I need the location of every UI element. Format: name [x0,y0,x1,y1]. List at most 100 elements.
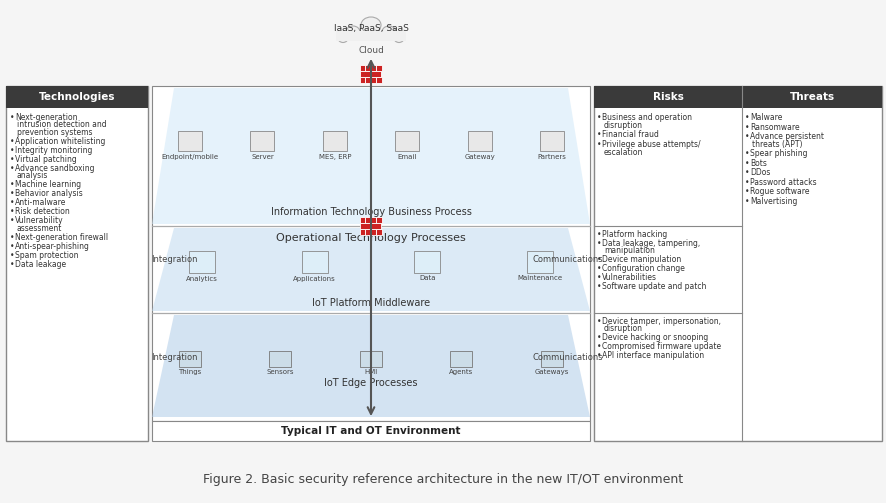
Text: •: • [596,333,601,343]
Text: Next-generation: Next-generation [15,113,77,122]
Text: Device manipulation: Device manipulation [602,256,680,265]
Bar [467,131,491,151]
Text: Maintenance: Maintenance [517,276,562,282]
Text: Spear phishing: Spear phishing [750,149,806,158]
Text: Integration: Integration [151,353,197,362]
Text: Risks: Risks [652,92,683,102]
Text: •: • [596,113,601,122]
Bar [365,229,376,234]
Bar [179,351,201,367]
Text: •: • [744,187,749,196]
Bar [360,217,364,223]
Bar [360,351,382,367]
Text: •: • [10,207,14,216]
Bar [370,71,381,76]
Text: •: • [10,113,14,122]
Text: Typical IT and OT Environment: Typical IT and OT Environment [281,426,460,436]
Bar [152,86,589,421]
Text: manipulation: manipulation [603,246,654,256]
Text: •: • [596,140,601,149]
Text: Rogue software: Rogue software [750,187,809,196]
Text: Spam protection: Spam protection [15,250,79,260]
Text: Virtual patching: Virtual patching [15,155,77,164]
Text: Technologies: Technologies [39,92,115,102]
Text: Anti-malware: Anti-malware [15,198,66,207]
Ellipse shape [361,17,381,33]
Text: Email: Email [397,154,416,160]
Text: Malware: Malware [750,113,781,122]
Text: Data leakage, tampering,: Data leakage, tampering, [602,239,699,248]
Text: •: • [10,198,14,207]
Bar [370,223,381,228]
Bar [540,351,563,367]
Text: threats (APT): threats (APT) [751,140,802,149]
Bar [742,86,881,108]
Text: Applications: Applications [293,276,336,282]
Text: •: • [10,146,14,155]
Text: IoT Platform Middleware: IoT Platform Middleware [312,298,430,308]
Bar [360,77,364,82]
Text: Threats: Threats [789,92,834,102]
Text: •: • [744,159,749,168]
Text: Next-generation firewall: Next-generation firewall [15,232,108,241]
Bar [526,250,552,273]
Bar [6,86,148,108]
Polygon shape [152,228,589,311]
Bar [178,131,202,151]
Text: Advance sandboxing: Advance sandboxing [15,164,95,173]
Bar [540,131,563,151]
Text: MES, ERP: MES, ERP [318,154,351,160]
Text: Application whitelisting: Application whitelisting [15,137,105,146]
Bar [594,86,742,108]
Text: Integrity monitoring: Integrity monitoring [15,146,92,155]
Bar [365,217,376,223]
Text: Communications: Communications [532,255,602,264]
Text: •: • [10,260,14,269]
Text: Software update and patch: Software update and patch [602,282,705,291]
Text: Information Technology Business Process: Information Technology Business Process [270,207,470,217]
Text: •: • [10,216,14,225]
Text: Analytics: Analytics [186,276,218,282]
Text: •: • [596,343,601,352]
Text: Operational Technology Processes: Operational Technology Processes [276,233,465,243]
Bar [450,351,472,367]
Text: •: • [744,123,749,131]
Text: Things: Things [178,369,201,375]
Text: •: • [596,317,601,326]
Bar [594,86,881,441]
Text: •: • [744,178,749,187]
Text: Agents: Agents [449,369,473,375]
Text: •: • [10,250,14,260]
Bar [6,86,148,441]
Text: prevention systems: prevention systems [17,128,92,137]
Bar [323,131,346,151]
Text: Integration: Integration [151,255,197,264]
Text: Partners: Partners [537,154,566,160]
Ellipse shape [346,26,360,38]
Text: Gateway: Gateway [463,154,494,160]
Text: Device hacking or snooping: Device hacking or snooping [602,333,707,343]
Text: •: • [10,232,14,241]
Text: •: • [596,352,601,360]
Text: •: • [596,273,601,282]
Text: HMI: HMI [364,369,377,375]
Bar [360,223,370,228]
Text: assessment: assessment [17,223,62,232]
Text: Compromised firmware update: Compromised firmware update [602,343,720,352]
Text: Risk detection: Risk detection [15,207,70,216]
Text: Privilege abuse attempts/: Privilege abuse attempts/ [602,140,700,149]
Ellipse shape [338,34,347,42]
Text: Machine learning: Machine learning [15,180,81,189]
Text: Anti-spear-phishing: Anti-spear-phishing [15,241,89,250]
Text: •: • [596,239,601,248]
Text: intrusion detection and: intrusion detection and [17,120,106,129]
Text: •: • [744,169,749,177]
Text: •: • [596,256,601,265]
Text: •: • [744,197,749,206]
Bar [360,229,364,234]
Text: •: • [744,132,749,141]
Text: Advance persistent: Advance persistent [750,132,823,141]
Text: Vulnerabilities: Vulnerabilities [602,273,657,282]
Bar [414,250,439,273]
Text: •: • [744,113,749,122]
